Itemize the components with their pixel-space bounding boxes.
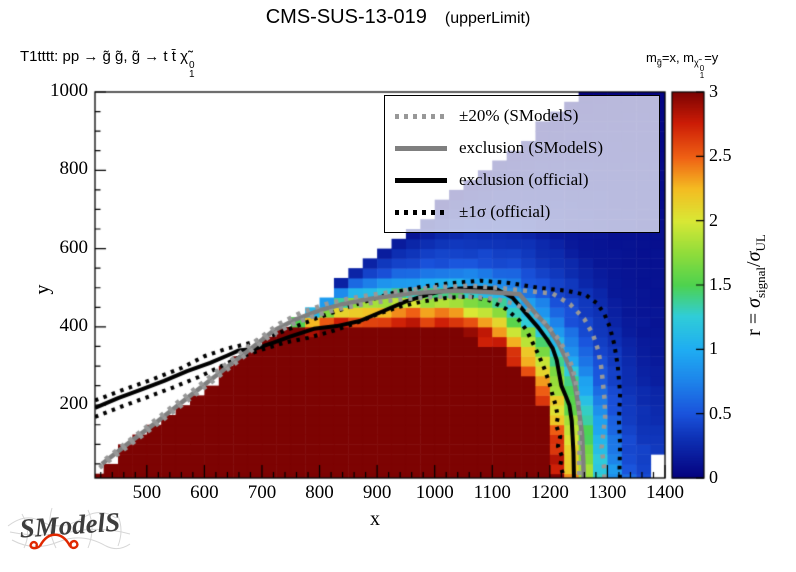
colorbar-tick-label: 0: [709, 467, 718, 488]
solid-line-swatch: [395, 177, 447, 183]
x-tick-label: 900: [362, 482, 392, 503]
x-tick-label: 1100: [473, 482, 511, 503]
legend-item-smodels-band: ±20% (SModelS): [385, 101, 659, 131]
x-tick-label: 1000: [415, 482, 454, 503]
dotted-line-swatch: [395, 113, 447, 119]
legend-item-smodels-exclusion: exclusion (SModelS): [385, 133, 659, 163]
colorbar-tick-label: 2: [709, 209, 718, 230]
x-tick-label: 1300: [588, 482, 627, 503]
logo-scribble-texture: [7, 507, 131, 550]
colorbar-tick-label: 0.5: [709, 402, 732, 423]
x-axis-label: x: [370, 508, 380, 530]
logo-text: SModelS: [19, 507, 121, 544]
y-tick-label: 600: [59, 236, 89, 258]
logo-red-squiggle: [29, 533, 79, 550]
legend-item-official-band: ±1σ (official): [385, 197, 659, 227]
arrow-icon: →: [144, 48, 160, 65]
y-tick-label: 800: [59, 158, 89, 180]
mass-convention-label: mg̃=x, mχ̃ 0 1 =y: [646, 50, 719, 81]
legend: ±20% (SModelS) exclusion (SModelS) exclu…: [384, 95, 660, 233]
colorbar-tick-label: 1: [709, 338, 718, 359]
y-tick-label: 200: [59, 393, 89, 415]
legend-item-official-exclusion: exclusion (official): [385, 165, 659, 195]
colorbar-title: r = σsignal/σUL: [743, 234, 768, 336]
colorbar-tick-label: 1.5: [709, 274, 732, 295]
neutralino-symbol: χ̃: [180, 48, 188, 65]
x-tick-label: 1200: [530, 482, 569, 503]
process-label: T1tttt: pp → g̃ g̃, g̃ → t t̄ χ̃ 0 1: [20, 48, 195, 80]
x-tick-label: 500: [132, 482, 162, 503]
arrow-icon: →: [83, 48, 99, 65]
page-title: CMS-SUS-13-019: [265, 6, 427, 28]
smodels-logo: SModelS: [7, 507, 131, 550]
y-tick-label: 400: [59, 314, 89, 336]
solid-line-swatch: [395, 145, 447, 151]
y-axis-label: y: [31, 284, 54, 295]
colorbar-tick-label: 3: [709, 81, 718, 102]
page-subtitle: (upperLimit): [444, 10, 531, 27]
colorbar-tick-label: 2.5: [709, 145, 732, 166]
header: CMS-SUS-13-019 (upperLimit): [0, 6, 796, 29]
x-tick-label: 700: [247, 482, 277, 503]
y-tick-label: 1000: [50, 79, 88, 101]
x-tick-label: 1400: [646, 482, 684, 503]
x-tick-label: 800: [305, 482, 334, 503]
dotted-line-swatch: [395, 209, 447, 215]
x-tick-label: 600: [190, 482, 219, 503]
